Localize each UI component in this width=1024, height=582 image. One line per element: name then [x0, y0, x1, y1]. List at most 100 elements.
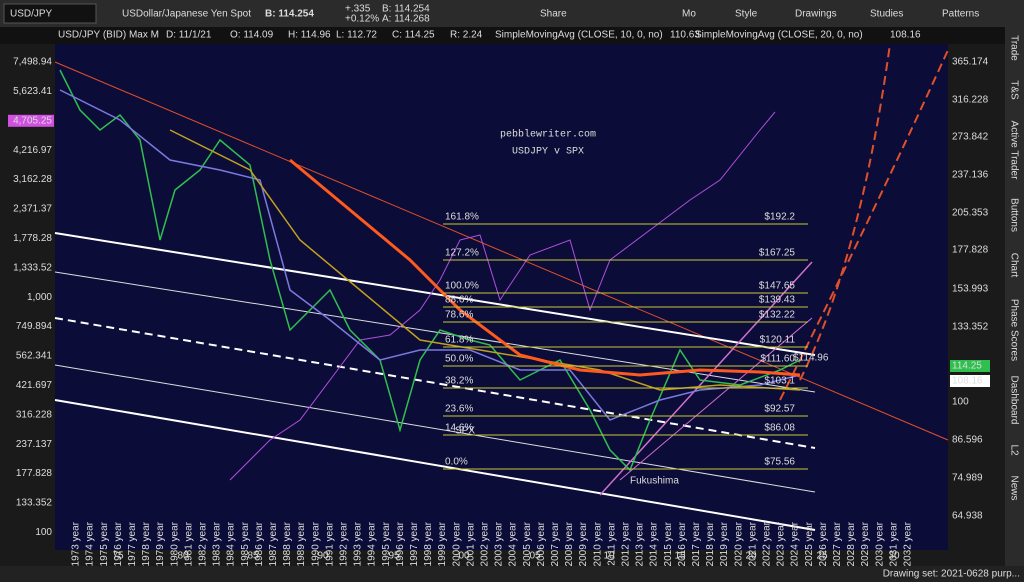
year-label: 1985 year: [240, 521, 251, 566]
year-label: 2014 year: [649, 521, 660, 566]
year-label: 1980 year: [169, 521, 180, 566]
side-tab: Phase Scores: [1008, 299, 1019, 361]
fib-percent: 127.2%: [445, 248, 479, 259]
header-field: C: 114.25: [392, 30, 435, 41]
year-label: 2023 year: [776, 521, 787, 566]
year-label: 1988 year: [282, 521, 293, 566]
trendline: [54, 61, 949, 441]
right-tick-label: 273.842: [952, 132, 989, 143]
x-tick-label: 15: [674, 551, 686, 562]
year-label: 2002 year: [480, 521, 491, 566]
right-tick-label: 205.353: [952, 208, 989, 219]
left-tick-label: 1,000: [27, 292, 52, 303]
right-tick-label: 177.828: [952, 245, 989, 256]
symbol: USD/JPY: [10, 9, 53, 20]
year-label: 1976 year: [113, 521, 124, 566]
drawings: [54, 43, 949, 531]
fib-price: $147.65: [759, 281, 796, 292]
right-tick-label: 114.25: [952, 361, 982, 372]
year-label: 2012 year: [621, 521, 632, 566]
side-tab: News: [1008, 475, 1019, 500]
right-tick-label: 133.352: [952, 322, 989, 333]
x-tick-label: 10: [603, 551, 615, 562]
x-tick-label: 90: [317, 551, 329, 562]
left-tick-label: 4,705.25: [13, 115, 52, 126]
x-tick-label: 25: [816, 551, 828, 562]
left-tick-label: 133.352: [16, 498, 53, 509]
right-tick-label: 100: [952, 397, 969, 408]
projection: [779, 49, 949, 401]
year-label: 2028 year: [846, 521, 857, 566]
year-label: 2026 year: [818, 521, 829, 566]
year-label: 1996 year: [395, 521, 406, 566]
toolbar: [0, 0, 1024, 27]
footer: [0, 566, 1024, 582]
right-tick-label: 153.993: [952, 284, 989, 295]
bid-small: B: 114.254: [382, 4, 430, 15]
fib-percent: 23.6%: [445, 404, 473, 415]
year-label: 2021 year: [747, 521, 758, 566]
left-tick-label: 237.137: [16, 439, 53, 450]
year-label: 2015 year: [663, 521, 674, 566]
study: SimpleMovingAvg (CLOSE, 20, 0, no): [695, 30, 863, 41]
study-value: 110.63: [670, 30, 700, 41]
side-tab: Active Trader: [1008, 121, 1019, 181]
toolbar-button: Drawings: [795, 9, 837, 20]
symbol-box[interactable]: [3, 3, 97, 24]
header-field: USD/JPY (BID) Max M: [58, 30, 159, 41]
left-tick-label: 100: [35, 527, 52, 538]
price-highlight: [950, 375, 990, 387]
change: +.335: [345, 4, 371, 15]
x-tick-label: 95: [388, 551, 400, 562]
year-label: 2011 year: [606, 521, 617, 565]
fib-price: $75.56: [764, 457, 795, 468]
spx-line: [229, 111, 776, 481]
moving-average: [289, 158, 801, 377]
year-label: 2019 year: [719, 521, 730, 566]
year-label: 2018 year: [705, 521, 716, 566]
left-tick-label: 7,498.94: [13, 57, 52, 68]
right-tick-label: 316.228: [952, 95, 989, 106]
channel: [619, 317, 813, 481]
trendline: [54, 232, 816, 356]
year-label: 1993 year: [353, 521, 364, 566]
fib-percent: 88.6%: [445, 295, 473, 306]
year-label: 1995 year: [381, 521, 392, 566]
trendline: [54, 399, 816, 531]
price-line: [59, 69, 801, 472]
year-label: 2010 year: [592, 521, 603, 566]
annotation: USDJPY v SPX: [512, 147, 584, 158]
year-label: 2001 year: [465, 521, 476, 566]
trendline: [54, 317, 816, 449]
x-tick-label: 75: [112, 551, 124, 562]
toolbar-button: Share: [540, 9, 567, 20]
fib-price: $120.11: [760, 335, 796, 346]
left-tick-label: 5,623.41: [13, 86, 52, 97]
fib-price: $132.22: [759, 310, 796, 321]
year-label: 2020 year: [733, 521, 744, 566]
fib-price: $192.2: [764, 212, 795, 223]
year-label: 2009 year: [578, 521, 589, 566]
left-tick-label: 421.697: [16, 380, 53, 391]
year-label: 1987 year: [268, 521, 279, 566]
year-label: 1974 year: [85, 521, 96, 566]
fib-percent: 50.0%: [445, 354, 473, 365]
year-label: 1999 year: [437, 521, 448, 566]
year-label: 1990 year: [310, 521, 321, 566]
year-label: 2030 year: [874, 521, 885, 566]
toolbar-button: Mo: [682, 9, 696, 20]
x-tick-label: 05: [529, 551, 541, 562]
x-tick-label: 20: [745, 551, 757, 562]
year-label: 1998 year: [423, 521, 434, 566]
year-label: 2013 year: [635, 521, 646, 566]
fib-price: $86.08: [764, 423, 795, 434]
fib-percent: 78.6%: [445, 310, 473, 321]
annotation: Fukushima: [630, 476, 679, 487]
year-label: 1979 year: [155, 521, 166, 566]
year-label: 1997 year: [409, 521, 420, 566]
fib-percent: 61.8%: [445, 335, 473, 346]
side-tab: Trade: [1008, 35, 1019, 61]
year-label: 2017 year: [691, 521, 702, 566]
side-tab: L2: [1008, 444, 1019, 456]
drawing-set: Drawing set: 2021-0628 purp...: [883, 569, 1020, 580]
